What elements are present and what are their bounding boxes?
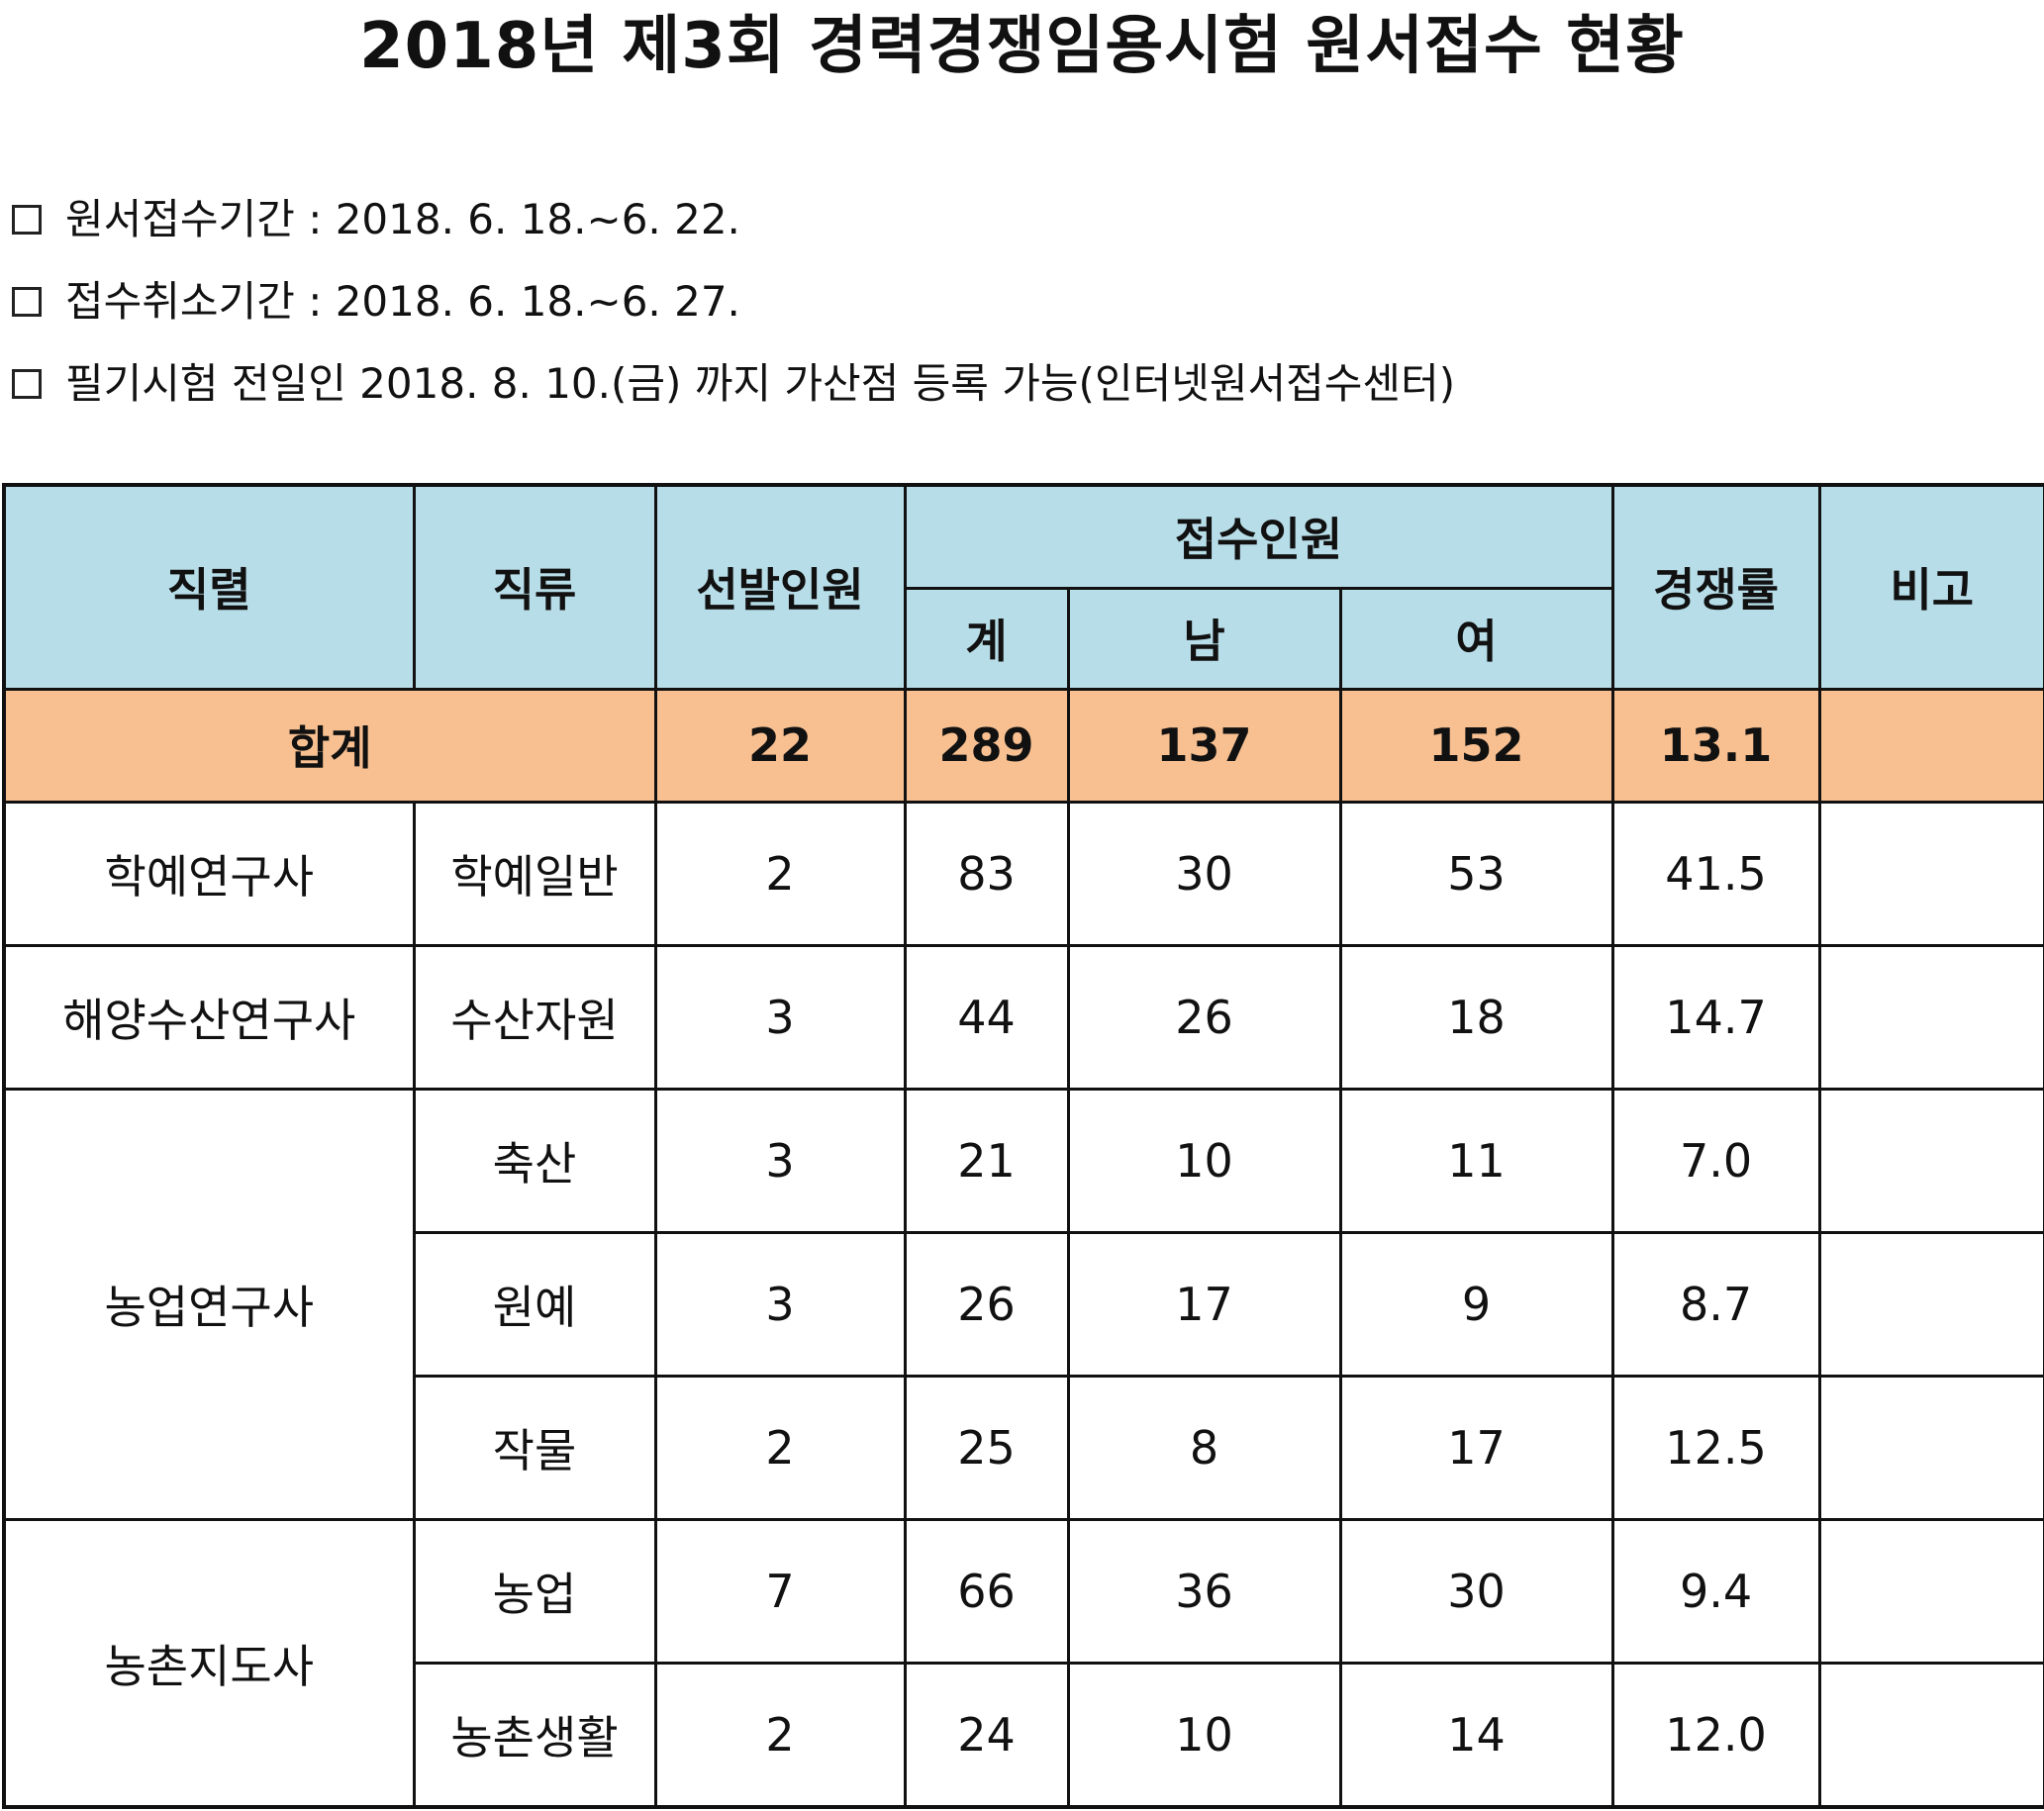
male-cell: 10 (1066, 1087, 1342, 1234)
table-row: 농업연구사 축산 3 21 10 11 7.0 (2, 1087, 2044, 1522)
header-series: 직렬 (2, 483, 416, 691)
female-cell: 53 (1338, 800, 1614, 947)
note-text: 필기시험 전일인 2018. 8. 10.(금) 까지 가산점 등록 가능(인터… (65, 359, 1456, 408)
header-selection: 선발인원 (653, 483, 907, 691)
selection-cell: 2 (653, 1662, 907, 1809)
selection-cell: 2 (653, 800, 907, 947)
page-title: 2018년 제3회 경력경쟁임용시험 원서접수 현황 (359, 10, 1685, 83)
female-cell: 30 (1338, 1518, 1614, 1666)
note-text: 접수취소기간 : 2018. 6. 18.~6. 27. (65, 277, 740, 326)
header-remarks: 비고 (1817, 483, 2044, 691)
category-cell: 축산 (412, 1087, 657, 1234)
competition-cell: 7.0 (1610, 1087, 1821, 1234)
category-cell: 원예 (412, 1230, 657, 1379)
female-cell: 14 (1338, 1662, 1614, 1809)
remarks-cell (1817, 1087, 2044, 1234)
note-bonus-points: 필기시험 전일인 2018. 8. 10.(금) 까지 가산점 등록 가능(인터… (12, 354, 1455, 414)
male-cell: 30 (1066, 800, 1342, 947)
total-cell: 66 (903, 1518, 1070, 1666)
totals-label: 합계 (2, 687, 657, 804)
category-cell: 농촌생활 (412, 1662, 657, 1809)
competition-cell: 9.4 (1610, 1518, 1821, 1666)
header-applicants: 접수인원 (903, 483, 1614, 590)
remarks-cell (1817, 1518, 2044, 1666)
total-cell: 83 (903, 800, 1070, 947)
category-cell: 작물 (412, 1375, 657, 1522)
totals-selection: 22 (653, 687, 907, 804)
competition-cell: 14.7 (1610, 943, 1821, 1091)
totals-remarks (1817, 687, 2044, 804)
totals-row: 합계 22 289 137 152 13.1 (2, 687, 2044, 804)
total-cell: 21 (903, 1087, 1070, 1234)
competition-cell: 8.7 (1610, 1230, 1821, 1379)
table-row: 작물 2 25 8 17 12.5 (4, 1375, 2044, 1522)
header-row-2: 계 남 여 (4, 586, 2044, 691)
female-cell: 11 (1338, 1087, 1614, 1234)
table-row: 해양수산연구사 수산자원 3 44 26 18 14.7 (2, 943, 2044, 1091)
table-row: 원예 3 26 17 9 8.7 (4, 1230, 2044, 1379)
series-cell: 학예연구사 (2, 800, 416, 947)
table-row: 농촌생활 2 24 10 14 12.0 (4, 1662, 2044, 1809)
application-status-table: 직렬 직류 선발인원 접수인원 경쟁률 비고 계 남 여 합계 22 289 1… (2, 483, 2044, 1809)
total-cell: 26 (903, 1230, 1070, 1379)
table-row: 학예연구사 학예일반 2 83 30 53 41.5 (2, 800, 2044, 947)
male-cell: 36 (1066, 1518, 1342, 1666)
checkbox-square-icon (12, 204, 42, 235)
selection-cell: 3 (653, 1230, 907, 1379)
note-cancellation-period: 접수취소기간 : 2018. 6. 18.~6. 27. (12, 272, 740, 332)
series-cell: 해양수산연구사 (2, 943, 416, 1091)
remarks-cell (1817, 943, 2044, 1091)
note-text: 원서접수기간 : 2018. 6. 18.~6. 22. (65, 195, 740, 243)
category-cell: 수산자원 (412, 943, 657, 1091)
series-cell: 농촌지도사 (2, 1518, 416, 1809)
table-row: 농촌지도사 농업 7 66 36 30 9.4 (2, 1518, 2044, 1809)
selection-cell: 3 (653, 943, 907, 1091)
totals-female: 152 (1338, 687, 1614, 804)
checkbox-square-icon (12, 286, 42, 317)
header-row-1: 직렬 직류 선발인원 접수인원 경쟁률 비고 (2, 483, 2044, 691)
header-female: 여 (1338, 586, 1614, 691)
header-competition: 경쟁률 (1610, 483, 1821, 691)
male-cell: 8 (1066, 1375, 1342, 1522)
series-cell: 농업연구사 (2, 1087, 416, 1522)
male-cell: 17 (1066, 1230, 1342, 1379)
total-cell: 25 (903, 1375, 1070, 1522)
selection-cell: 3 (653, 1087, 907, 1234)
competition-cell: 12.0 (1610, 1662, 1821, 1809)
competition-cell: 12.5 (1610, 1375, 1821, 1522)
header-total: 계 (903, 586, 1070, 691)
female-cell: 17 (1338, 1375, 1614, 1522)
category-cell: 학예일반 (412, 800, 657, 947)
remarks-cell (1817, 800, 2044, 947)
female-cell: 9 (1338, 1230, 1614, 1379)
competition-cell: 41.5 (1610, 800, 1821, 947)
selection-cell: 7 (653, 1518, 907, 1666)
remarks-cell (1817, 1375, 2044, 1522)
note-application-period: 원서접수기간 : 2018. 6. 18.~6. 22. (12, 190, 740, 249)
total-cell: 24 (903, 1662, 1070, 1809)
selection-cell: 2 (653, 1375, 907, 1522)
totals-competition: 13.1 (1610, 687, 1821, 804)
remarks-cell (1817, 1230, 2044, 1379)
totals-total: 289 (903, 687, 1070, 804)
checkbox-square-icon (12, 368, 42, 399)
header-category: 직류 (412, 483, 657, 691)
female-cell: 18 (1338, 943, 1614, 1091)
male-cell: 10 (1066, 1662, 1342, 1809)
totals-male: 137 (1066, 687, 1342, 804)
male-cell: 26 (1066, 943, 1342, 1091)
remarks-cell (1817, 1662, 2044, 1809)
category-cell: 농업 (412, 1518, 657, 1666)
total-cell: 44 (903, 943, 1070, 1091)
header-male: 남 (1066, 586, 1342, 691)
